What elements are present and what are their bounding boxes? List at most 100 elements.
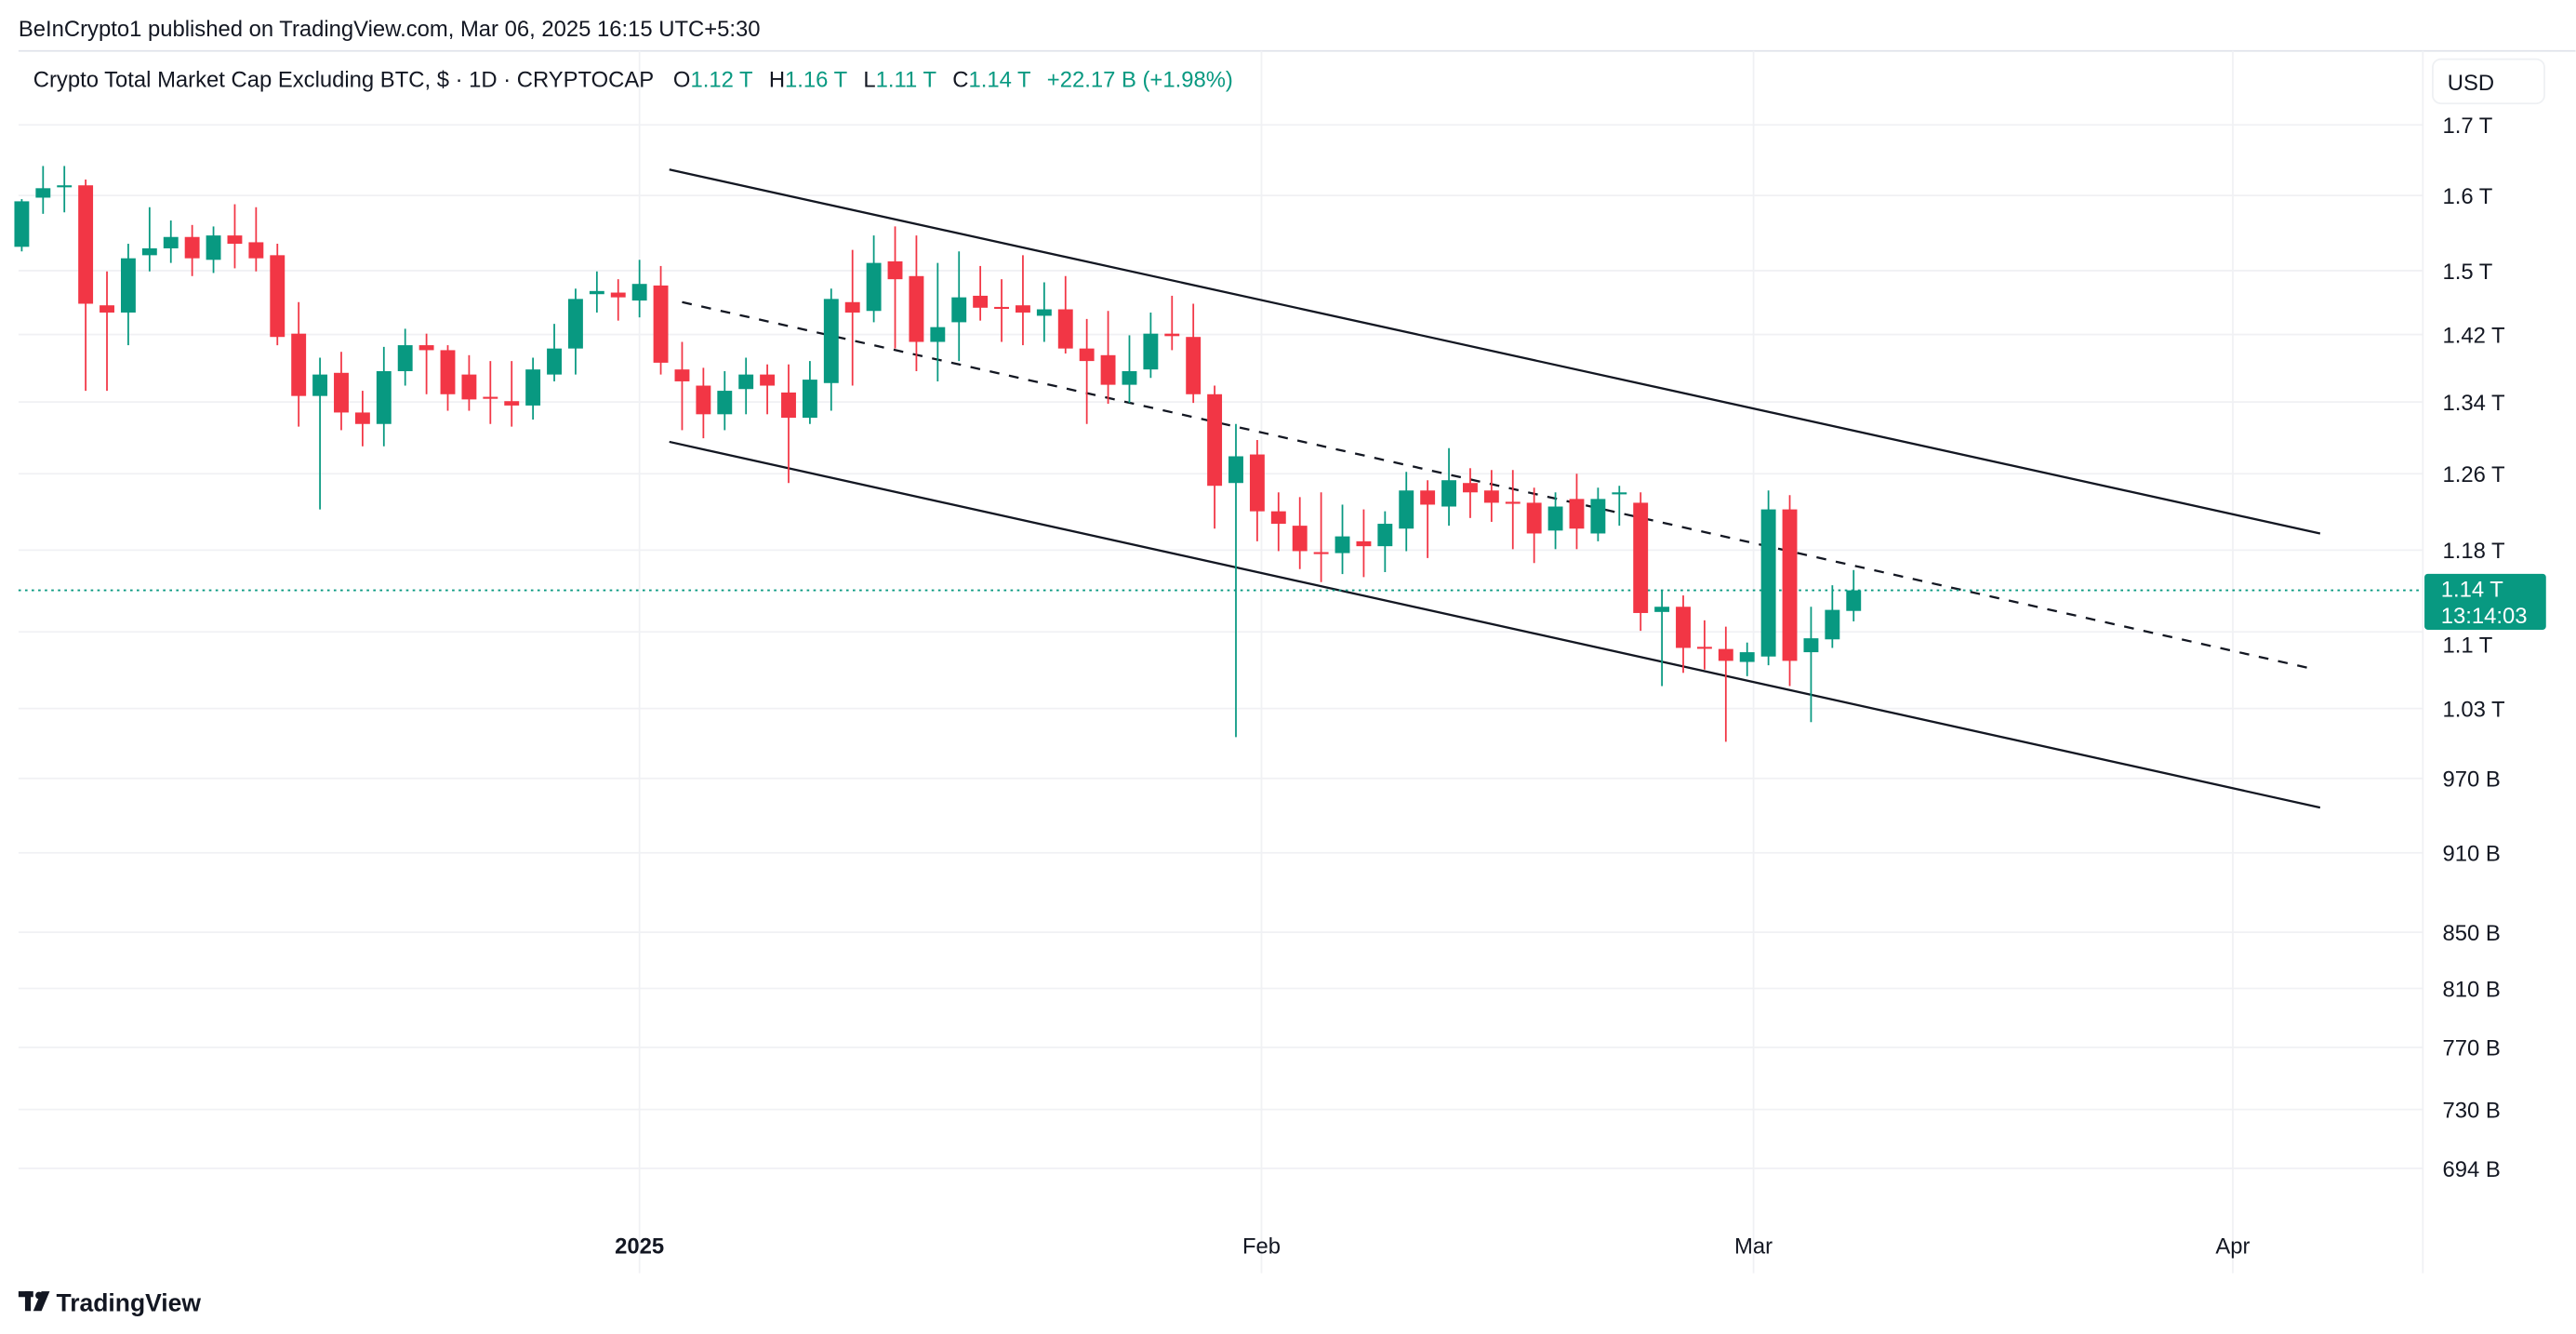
candle-body	[1016, 305, 1030, 313]
candle-body	[57, 185, 73, 188]
price-tick-label: 770 B	[2443, 1036, 2501, 1061]
candle	[270, 244, 285, 346]
candle-body	[631, 284, 647, 301]
candle-body	[120, 258, 136, 313]
candle	[1483, 470, 1499, 522]
tradingview-logo[interactable]: TradingView	[18, 1288, 202, 1316]
candle	[141, 207, 157, 272]
candle-body	[35, 188, 51, 198]
channel-lower-trendline[interactable]	[669, 440, 2321, 809]
candle	[1186, 303, 1202, 404]
candle-body	[1270, 511, 1286, 525]
open-value: 1.12 T	[690, 68, 753, 93]
candle	[738, 357, 754, 415]
candle	[1547, 492, 1563, 550]
price-tick-label: 1.26 T	[2443, 462, 2506, 487]
candle-body	[1356, 540, 1372, 547]
candle	[1143, 312, 1159, 379]
candle	[100, 271, 114, 392]
candle	[1057, 275, 1073, 354]
candle-body	[1441, 480, 1456, 507]
close-value: 1.14 T	[968, 68, 1031, 93]
legend-title: Crypto Total Market Cap Excluding BTC, $…	[33, 68, 1233, 93]
candle	[1825, 585, 1840, 648]
candle	[376, 346, 392, 447]
time-tick-label: Feb	[1242, 1234, 1281, 1259]
high-label: H	[769, 68, 785, 93]
candle-body	[738, 374, 754, 390]
candle-body	[504, 401, 520, 406]
candle-body	[1612, 492, 1627, 495]
candle	[1036, 282, 1052, 342]
candle-body	[1313, 552, 1329, 554]
candle	[1526, 487, 1542, 564]
candle-body	[760, 374, 776, 386]
candle	[1100, 311, 1116, 405]
time-tick-label: 2025	[615, 1234, 664, 1259]
candle	[1612, 486, 1627, 527]
candle	[418, 333, 434, 394]
candle-body	[909, 275, 924, 342]
candle	[1569, 474, 1585, 550]
candle	[1633, 492, 1649, 632]
candle-body	[1676, 607, 1691, 648]
close-label: C	[952, 68, 968, 93]
candle-body	[248, 242, 264, 259]
candle	[163, 220, 179, 263]
candle-body	[994, 306, 1009, 310]
candle-body	[1803, 638, 1819, 653]
candle	[1676, 595, 1691, 674]
candle	[1207, 385, 1223, 529]
candle	[909, 235, 924, 371]
candle	[930, 262, 946, 381]
candle-body	[547, 348, 562, 375]
time-axis[interactable]: 2025 Feb Mar Apr	[615, 1234, 2250, 1259]
candle	[951, 251, 967, 362]
candle-body	[184, 236, 200, 259]
price-tick-label: 1.42 T	[2443, 323, 2506, 348]
channel-upper-trendline[interactable]	[669, 168, 2321, 535]
open-label: O	[673, 68, 691, 93]
price-tick-label: 1.34 T	[2443, 391, 2506, 416]
price-axis[interactable]: 1.7 T 1.6 T 1.5 T 1.42 T 1.34 T 1.26 T 1.18 T 1…	[2443, 113, 2506, 1182]
candle	[312, 357, 328, 510]
candle	[887, 226, 903, 349]
candle-body	[802, 380, 817, 419]
candle-body	[866, 262, 882, 312]
candle-body	[291, 333, 307, 396]
candle-body	[1399, 490, 1414, 529]
candle-body	[951, 297, 967, 323]
candle	[354, 391, 370, 447]
candle-body	[1782, 509, 1798, 661]
candle-body	[1483, 490, 1499, 503]
candle	[717, 370, 733, 431]
candle	[291, 301, 307, 427]
currency-label: USD	[2448, 71, 2494, 96]
candle-body	[1292, 526, 1308, 552]
currency-button[interactable]: USD	[2432, 58, 2545, 105]
candle-body	[312, 374, 328, 396]
candle-body	[270, 255, 285, 338]
candle	[334, 352, 349, 431]
trendlines[interactable]	[669, 168, 2321, 809]
candle	[57, 166, 73, 213]
candle	[631, 260, 647, 318]
candle-body	[1739, 652, 1755, 662]
candle	[866, 235, 882, 323]
candle-body	[14, 201, 30, 247]
candle-body	[1036, 309, 1052, 316]
published-caption: BeInCrypto1 published on TradingView.com…	[19, 17, 761, 42]
candle-body	[823, 299, 839, 383]
channel-mid-trendline[interactable]	[682, 300, 2317, 671]
candle-body	[1420, 490, 1436, 505]
price-tick-label: 970 B	[2443, 767, 2501, 793]
candle-body	[163, 236, 179, 248]
candle	[184, 224, 200, 276]
time-tick-label: Apr	[2215, 1234, 2250, 1259]
price-tick-label: 910 B	[2443, 842, 2501, 867]
candle	[1334, 504, 1350, 575]
change-value: +22.17 B (+1.98%)	[1047, 68, 1233, 93]
candle	[547, 324, 562, 381]
candle	[120, 244, 136, 346]
